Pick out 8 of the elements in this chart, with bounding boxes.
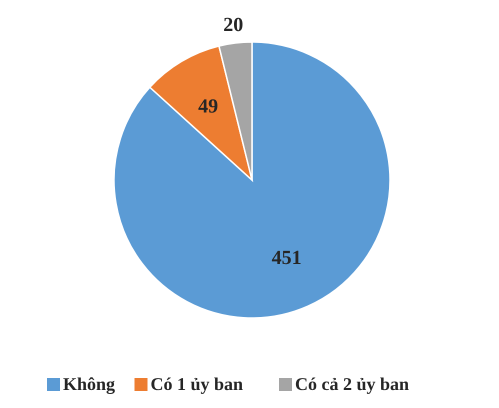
legend-label: Không xyxy=(63,374,116,394)
pie-slice xyxy=(149,45,253,181)
data-label: 451 xyxy=(272,247,302,270)
legend-label: Có cả 2 ủy ban xyxy=(295,374,410,394)
legend-label: Có 1 ủy ban xyxy=(150,374,244,394)
data-label: 20 xyxy=(223,14,244,36)
data-label: 49 xyxy=(198,96,218,118)
pie-slice xyxy=(113,41,391,319)
